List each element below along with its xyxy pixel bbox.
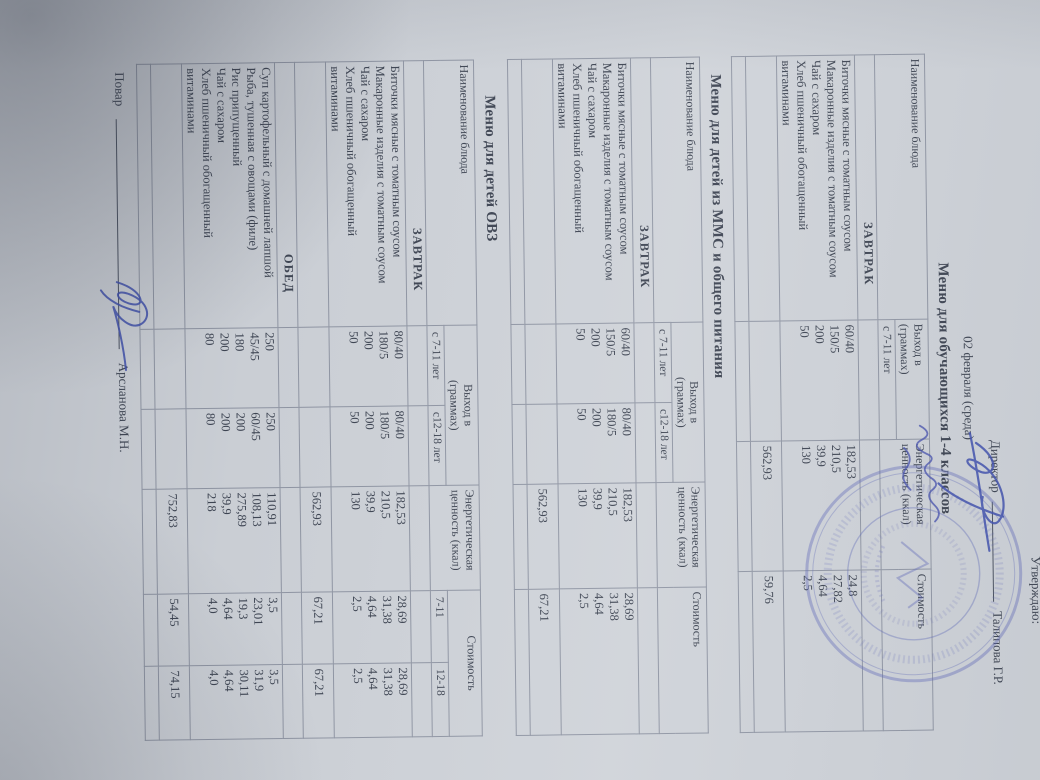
menu3-title: Меню для детей ОВЗ xyxy=(481,95,500,242)
cook-line: Повар Арсланова М.Н. xyxy=(111,72,137,780)
section-lunch: ОБЕД xyxy=(274,62,299,328)
cook-label: Повар xyxy=(112,72,128,107)
cook-name: Арсланова М.Н. xyxy=(116,362,133,453)
dish-cost-values-12-18: 3,5 31,9 30,11 4,64 4,0 xyxy=(189,664,284,740)
subcol-age-12-18: с12-18 лет xyxy=(654,402,673,483)
col-header-energy: Энергетическая ценность (ккал) xyxy=(429,484,481,591)
subcol-age-7-11: с 7-11 лет xyxy=(427,325,446,406)
col-header-dish-name: Наименование блюда xyxy=(650,57,704,323)
dish-name: Хлеб пшеничный обогащенный витаминами xyxy=(328,66,360,237)
total-energy: 752,83 xyxy=(156,488,189,595)
col-header-cost: Стоимость xyxy=(881,569,934,731)
dish-cost-values: 28,69 31,38 4,64 2,5 xyxy=(559,587,640,735)
subcol-age-7-11: с 7-11 лет xyxy=(653,322,672,403)
dish-outputs-12-18: 80/40 180/5 200 50 xyxy=(556,402,636,484)
total-cost-7-11: 54,45 xyxy=(157,593,190,667)
dish-energy-values: 182,53 210,5 39,9 130 xyxy=(781,439,862,571)
col-header-output: Выход в (граммах) xyxy=(670,322,706,483)
dish-cost-values-12-18: 28,69 31,38 4,64 2,5 xyxy=(333,662,413,738)
dish-outputs-12-18: 250 60/45 200 200 80 xyxy=(186,407,281,489)
director-signature-line xyxy=(991,501,1007,602)
total-cost-7-11: 67,21 xyxy=(301,591,334,665)
dish-names: Биточки мясные с томатным соусом Макарон… xyxy=(552,57,634,324)
dish-cost-values-7-11: 28,69 31,38 4,64 2,5 xyxy=(332,590,412,664)
subcol-age-7-11: с 7-11 лет xyxy=(878,319,897,440)
total-cost-12-18: 74,15 xyxy=(158,665,191,741)
menu2-table: Наименование блюда Выход в (граммах) Эне… xyxy=(507,57,709,736)
menu3-table: Наименование блюда Выход в (граммах) Эне… xyxy=(136,59,483,741)
dish-outputs: 60/40 150/5 200 50 xyxy=(780,319,860,441)
section-breakfast: ЗАВТРАК xyxy=(630,57,654,323)
total-cost: 67,21 xyxy=(528,588,562,736)
col-header-energy: Энергетическая ценность (ккал) xyxy=(879,439,932,570)
col-header-dish-name: Наименование блюда xyxy=(423,60,477,326)
dish-name: Хлеб пшеничный обогащенный витаминами xyxy=(184,67,216,238)
dish-cost-values-7-11: 3,5 23,01 19,3 4,64 4,0 xyxy=(188,592,283,666)
col-header-cost: Стоимость xyxy=(447,589,483,737)
subcol-cost-7-11: 7-11 xyxy=(430,590,449,663)
total-energy: 562,93 xyxy=(526,483,560,590)
dish-energy-values: 182,53 210,5 39,9 130 xyxy=(331,485,411,592)
dish-names: Биточки мясные с томатным соусом Макарон… xyxy=(776,55,859,322)
dish-names: Биточки мясные с томатным соусом Макарон… xyxy=(325,60,408,327)
dish-name: Хлеб пшеничный обогащенный витаминами xyxy=(779,60,811,231)
col-header-cost: Стоимость xyxy=(657,586,709,734)
col-header-output: Выход в (граммах) xyxy=(444,324,479,486)
approved-label: Утверждаю: xyxy=(1028,556,1040,625)
dish-outputs-12-18: 80/40 180/5 200 50 xyxy=(330,405,410,487)
dish-energy-values: 110,91 108,13 275,89 39,9 218 xyxy=(187,487,282,594)
dish-energy-values: 182,53 210,5 39,9 130 xyxy=(557,482,638,589)
menu1-title: Меню для обучающихся 1-4 классов xyxy=(934,262,954,515)
dish-outputs-7-11: 250 45/45 180 200 80 xyxy=(185,327,280,409)
subcol-age-12-18: с12-18 лет xyxy=(428,405,447,486)
menu-date: 02 февраля (среда) xyxy=(960,336,977,440)
dish-name: Хлеб пшеничный обогащенный витаминами xyxy=(554,63,587,234)
dish-names: Суп картофельный с домашней лапшой Рыба,… xyxy=(181,62,279,329)
cook-signature-line xyxy=(115,119,132,350)
director-line: Директор Талипова Г.Р. xyxy=(981,1,1007,685)
total-energy: 562,93 xyxy=(300,486,333,593)
menu2-title: Меню для детей из ММС и общего питания xyxy=(707,74,728,379)
director-label: Директор xyxy=(987,439,1004,493)
menu1-table: Наименование блюда Выход в (граммах) Эне… xyxy=(731,54,934,733)
dish-cost-values: 24,8 27,82 4,64 2,5 xyxy=(783,569,864,732)
subcol-cost-12-18: 12-18 xyxy=(431,662,450,737)
dish-outputs-7-11: 80/40 180/5 200 50 xyxy=(329,325,409,407)
col-header-output: Выход в (граммах) xyxy=(895,319,930,440)
director-name: Талипова Г.Р. xyxy=(990,611,1007,685)
section-breakfast: ЗАВТРАК xyxy=(854,54,879,320)
total-energy: 562,93 xyxy=(750,440,784,572)
col-header-energy: Энергетическая ценность (ккал) xyxy=(655,482,707,588)
total-cost: 59,76 xyxy=(752,570,786,733)
col-header-dish-name: Наименование блюда xyxy=(874,54,928,320)
total-cost-12-18: 67,21 xyxy=(302,663,335,739)
dish-outputs-7-11: 60/40 150/5 200 50 xyxy=(555,322,635,404)
section-breakfast: ЗАВТРАК xyxy=(403,60,428,326)
